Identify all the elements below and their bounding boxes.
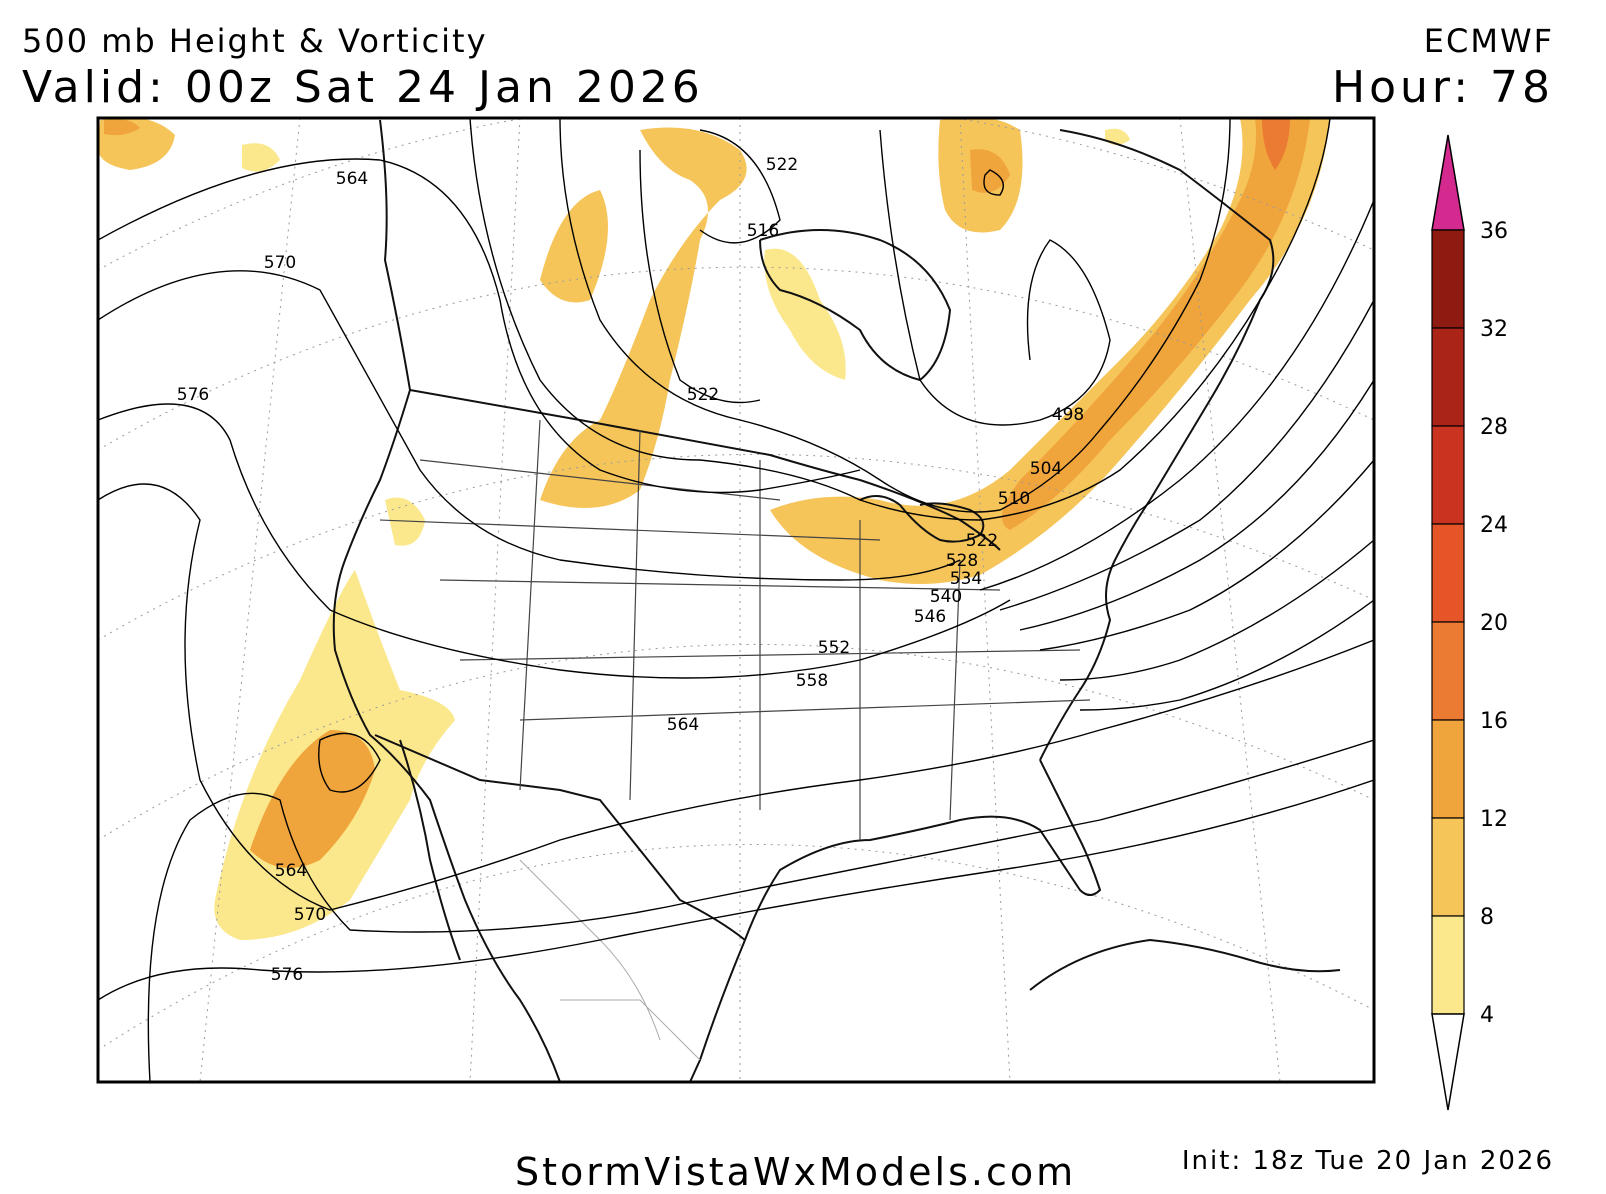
- forecast-hour: Hour: 78: [1331, 62, 1554, 113]
- canada-east-coast: [1059, 129, 1275, 501]
- vort-area-ne-coast-core: [1002, 118, 1310, 530]
- graticule: [98, 118, 1374, 1082]
- colorbar-bottom-arrow: [1431, 1013, 1465, 1111]
- atlantic-coast: [1039, 499, 1151, 761]
- colorbar-bin: [1431, 327, 1465, 427]
- colorbar-tick-label: 20: [1480, 611, 1508, 636]
- contour-label: 534: [950, 569, 982, 589]
- colorbar-tick-label: 12: [1480, 807, 1508, 832]
- colorbar-bin: [1431, 229, 1465, 329]
- colorbar-tick-label: 4: [1480, 1003, 1494, 1028]
- gulf-coast: [744, 759, 1102, 941]
- contour-label: 546: [914, 607, 946, 627]
- height-contours: [98, 118, 1374, 1082]
- contour-label: 558: [796, 671, 828, 691]
- contour-label: 564: [275, 861, 307, 881]
- vort-area-ne-coast-max: [1262, 118, 1290, 170]
- colorbar-bin: [1431, 523, 1465, 623]
- vort-area-labrador-core: [970, 149, 1010, 193]
- contour-label: 576: [177, 385, 209, 405]
- vort-area-great-basin: [385, 497, 425, 546]
- valid-time: Valid: 00z Sat 24 Jan 2026: [22, 62, 704, 113]
- contour-label: 528: [946, 551, 978, 571]
- contour-label: 564: [667, 715, 699, 735]
- contour-label: 522: [687, 385, 719, 405]
- mexico-coast-south: [689, 939, 746, 1082]
- map-area: 564 570 576 522 516 522 498 504 510 522 …: [98, 118, 1374, 1082]
- colorbar-bin: [1431, 817, 1465, 917]
- contour-labels: 564 570 576 522 516 522 498 504 510 522 …: [177, 155, 1084, 985]
- colorbar-tick-label: 8: [1480, 905, 1494, 930]
- contour-label: 498: [1052, 405, 1084, 425]
- product-title: 500 mb Height & Vorticity: [22, 22, 488, 60]
- vort-area-pacific-small: [242, 143, 280, 172]
- website-credit: StormVistaWxModels.com: [515, 1150, 1077, 1194]
- vort-area-hudson: [764, 248, 846, 380]
- contour-label: 570: [264, 253, 296, 273]
- contour-label: 522: [766, 155, 798, 175]
- colorbar-bin: [1431, 915, 1465, 1015]
- contour-label: 570: [294, 905, 326, 925]
- us-mexico-border: [374, 734, 746, 941]
- colorbar-bin: [1431, 425, 1465, 525]
- model-name: ECMWF: [1423, 22, 1554, 60]
- vort-area-canada-west: [540, 190, 608, 303]
- contour-label: 516: [747, 221, 779, 241]
- colorbar-tick-label: 28: [1480, 415, 1508, 440]
- map-frame: [96, 116, 1376, 1084]
- vort-area-canada-central: [540, 127, 747, 508]
- cuba: [1029, 938, 1341, 991]
- great-lakes: [859, 495, 985, 543]
- contour-label: 576: [271, 965, 303, 985]
- colorbar-tick-label: 36: [1480, 219, 1508, 244]
- vort-area-pacific-nw-core: [104, 119, 140, 136]
- coastlines-and-borders: [332, 119, 1341, 1082]
- colorbar-tick-label: 32: [1480, 317, 1508, 342]
- contour-label: 564: [336, 169, 368, 189]
- init-time: Init: 18z Tue 20 Jan 2026: [1181, 1146, 1554, 1176]
- state-borders: [379, 419, 1091, 840]
- colorbar-bin: [1431, 719, 1465, 819]
- colorbar-top-arrow: [1431, 134, 1465, 231]
- contour-label: 522: [966, 531, 998, 551]
- colorbar-tick-label: 16: [1480, 709, 1508, 734]
- colorbar: 36 32 28 24 20 16 12 8 4: [1431, 134, 1508, 1111]
- vort-area-gulf-alaska-small: [1105, 128, 1130, 145]
- hudson-bay: [759, 229, 952, 382]
- west-coast: [332, 119, 561, 1082]
- contour-label: 510: [998, 489, 1030, 509]
- colorbar-tick-label: 24: [1480, 513, 1508, 538]
- colorbar-bin: [1431, 621, 1465, 721]
- contour-label: 552: [818, 638, 850, 658]
- baja-peninsula: [399, 739, 461, 961]
- contour-label: 540: [930, 587, 962, 607]
- vort-area-california-core: [250, 730, 375, 868]
- us-canada-border: [409, 389, 1001, 551]
- contour-label: 504: [1030, 459, 1062, 479]
